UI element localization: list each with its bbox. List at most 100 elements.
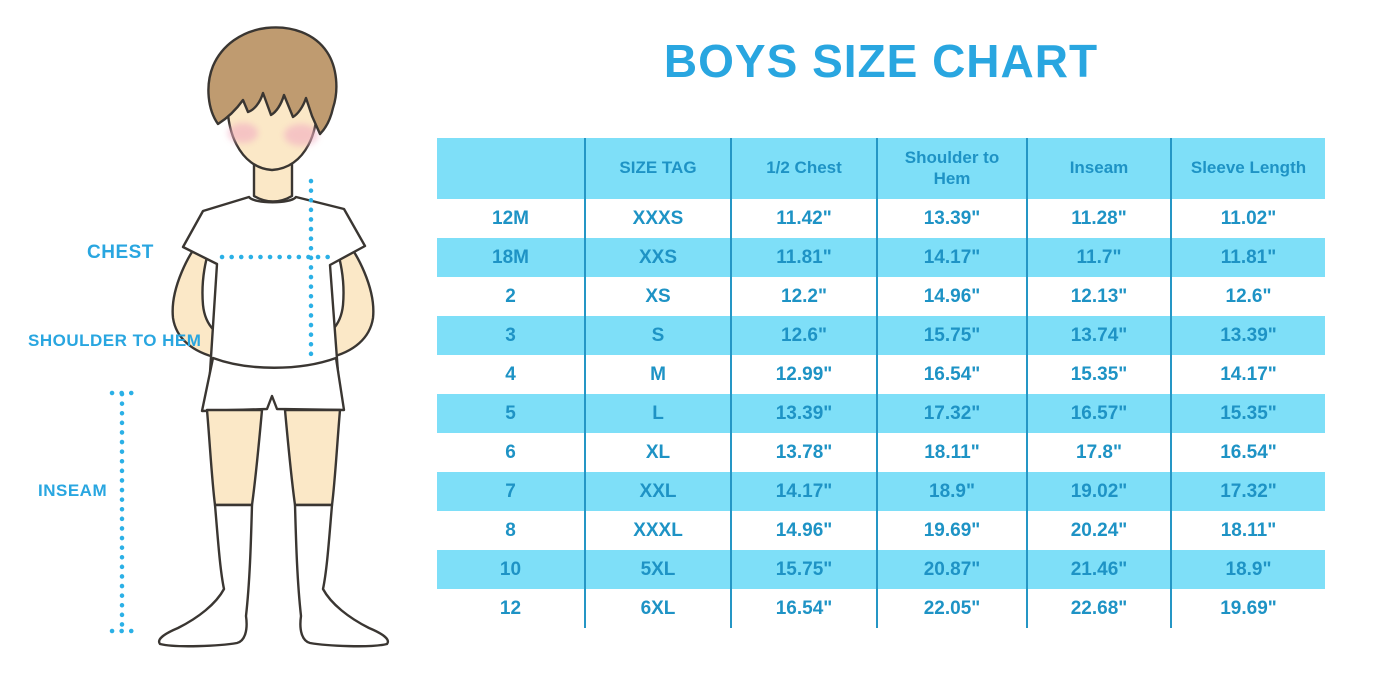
column-header-sleeve-length: Sleeve Length (1170, 138, 1325, 199)
measurement-cell: 14.17" (876, 238, 1027, 277)
measurement-cell: 19.02" (1026, 472, 1171, 511)
table-row: 5 L 13.39" 17.32" 16.57" 15.35" (437, 394, 1325, 433)
boy-right-thigh (283, 408, 342, 507)
boy-right-sock (293, 503, 390, 648)
shoulder-to-hem-label: SHOULDER TO HEM (28, 331, 202, 350)
measurement-cell: 14.96" (876, 277, 1027, 316)
boy-shorts (200, 356, 346, 413)
boy-left-thigh (205, 408, 264, 507)
measurement-cell: 12.13" (1026, 277, 1171, 316)
boy-left-blush (228, 123, 258, 143)
measurement-cell: 5XL (584, 550, 731, 589)
measurement-cell: 11.02" (1170, 199, 1325, 238)
chest-label: CHEST (87, 242, 154, 263)
measurement-cell: 18.9" (1170, 550, 1325, 589)
measurement-cell: 22.05" (876, 589, 1027, 628)
column-header-1-2-chest: 1/2 Chest (730, 138, 877, 199)
measurement-cell: 15.35" (1170, 394, 1325, 433)
row-size-label: 3 (437, 316, 585, 355)
table-row: 4 M 12.99" 16.54" 15.35" 14.17" (437, 355, 1325, 394)
measurement-cell: 15.35" (1026, 355, 1171, 394)
measurement-cell: 13.39" (730, 394, 877, 433)
table-row: 7 XXL 14.17" 18.9" 19.02" 17.32" (437, 472, 1325, 511)
measurement-cell: S (584, 316, 731, 355)
table-row: 8 XXXL 14.96" 19.69" 20.24" 18.11" (437, 511, 1325, 550)
page-title: BOYS SIZE CHART (663, 35, 1099, 87)
measurement-cell: XL (584, 433, 731, 472)
size-table-body: 12M XXXS 11.42" 13.39" 11.28" 11.02" 18M XXS 11.… (437, 199, 1325, 628)
table-row: 3 S 12.6" 15.75" 13.74" 13.39" (437, 316, 1325, 355)
measurement-cell: 14.96" (730, 511, 877, 550)
measurement-cell: 11.7" (1026, 238, 1171, 277)
measurement-cell: L (584, 394, 731, 433)
measurement-cell: 18.9" (876, 472, 1027, 511)
row-size-label: 12 (437, 589, 585, 628)
row-size-label: 5 (437, 394, 585, 433)
inseam-label: INSEAM (38, 481, 108, 500)
measurement-cell: 19.69" (1170, 589, 1325, 628)
measurement-cell: 18.11" (1170, 511, 1325, 550)
measurement-cell: 22.68" (1026, 589, 1171, 628)
measurement-cell: 13.39" (1170, 316, 1325, 355)
measurement-cell: 11.81" (730, 238, 877, 277)
measurement-cell: 12.2" (730, 277, 877, 316)
measurement-cell: 12.6" (1170, 277, 1325, 316)
measurement-cell: 17.8" (1026, 433, 1171, 472)
measurement-cell: 19.69" (876, 511, 1027, 550)
measurement-cell: 6XL (584, 589, 731, 628)
measurement-cell: 14.17" (1170, 355, 1325, 394)
row-size-label: 2 (437, 277, 585, 316)
row-size-label: 7 (437, 472, 585, 511)
measurement-cell: 14.17" (730, 472, 877, 511)
header-row: SIZE TAG 1/2 Chest Shoulder to Hem Inseam Sl… (437, 138, 1325, 199)
table-row: 2 XS 12.2" 14.96" 12.13" 12.6" (437, 277, 1325, 316)
measurement-cell: 20.24" (1026, 511, 1171, 550)
boy-hair (207, 26, 338, 136)
column-header-blank (437, 138, 585, 199)
row-size-label: 18M (437, 238, 585, 277)
measurement-cell: 13.74" (1026, 316, 1171, 355)
measurement-cell: 11.42" (730, 199, 877, 238)
boy-left-sock (157, 503, 254, 648)
measurement-cell: 16.57" (1026, 394, 1171, 433)
table-row: 18M XXS 11.81" 14.17" 11.7" 11.81" (437, 238, 1325, 277)
size-table: SIZE TAG 1/2 Chest Shoulder to Hem Inseam Sl… (437, 138, 1325, 628)
measurement-cell: XS (584, 277, 731, 316)
measurement-cell: 17.32" (876, 394, 1027, 433)
measurement-cell: 17.32" (1170, 472, 1325, 511)
row-size-label: 8 (437, 511, 585, 550)
table-row: 6 XL 13.78" 18.11" 17.8" 16.54" (437, 433, 1325, 472)
measurement-cell: XXXL (584, 511, 731, 550)
table-row: 12 6XL 16.54" 22.05" 22.68" 19.69" (437, 589, 1325, 628)
boy-right-blush (284, 124, 318, 146)
boy-illustration (109, 26, 390, 648)
measurement-cell: 12.99" (730, 355, 877, 394)
measurement-figure: CHEST SHOULDER TO HEM INSEAM (0, 0, 435, 700)
row-size-label: 4 (437, 355, 585, 394)
column-header-size-tag: SIZE TAG (584, 138, 731, 199)
row-size-label: 6 (437, 433, 585, 472)
measurement-cell: XXXS (584, 199, 731, 238)
measurement-cell: 18.11" (876, 433, 1027, 472)
measurement-cell: XXL (584, 472, 731, 511)
measurement-cell: 11.81" (1170, 238, 1325, 277)
measurement-cell: 16.54" (876, 355, 1027, 394)
measurement-cell: 16.54" (730, 589, 877, 628)
measurement-cell: 13.39" (876, 199, 1027, 238)
table-row: 10 5XL 15.75" 20.87" 21.46" 18.9" (437, 550, 1325, 589)
measurement-cell: 15.75" (876, 316, 1027, 355)
measurement-cell: 13.78" (730, 433, 877, 472)
measurement-cell: 12.6" (730, 316, 877, 355)
row-size-label: 12M (437, 199, 585, 238)
column-header-inseam: Inseam (1026, 138, 1171, 199)
measurement-cell: M (584, 355, 731, 394)
measurement-cell: 16.54" (1170, 433, 1325, 472)
row-size-label: 10 (437, 550, 585, 589)
measurement-cell: XXS (584, 238, 731, 277)
measurement-cell: 21.46" (1026, 550, 1171, 589)
measurement-cell: 11.28" (1026, 199, 1171, 238)
measurement-cell: 20.87" (876, 550, 1027, 589)
column-header-shoulder-to-hem: Shoulder to Hem (876, 138, 1027, 199)
table-row: 12M XXXS 11.42" 13.39" 11.28" 11.02" (437, 199, 1325, 238)
